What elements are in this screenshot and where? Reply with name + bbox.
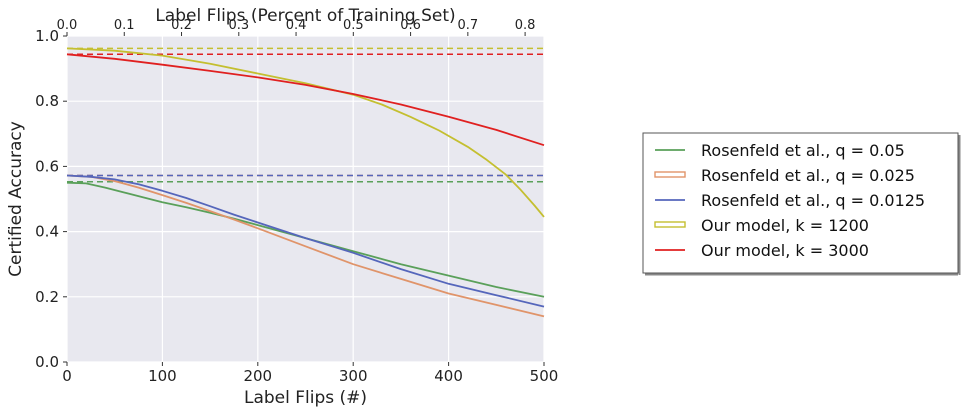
x-tick-label: 0	[62, 367, 72, 385]
y-tick-label: 0.4	[35, 223, 59, 241]
x2-tick-label: 0.7	[457, 18, 478, 33]
x-tick-label: 500	[530, 367, 559, 385]
grid-lines	[66, 35, 545, 363]
x2-tick-label: 0.5	[343, 18, 364, 33]
y-tick-label: 0.6	[35, 157, 59, 175]
legend: Rosenfeld et al., q = 0.05 Rosenfeld et a…	[642, 132, 961, 276]
x2-tick-label: 0.4	[286, 18, 307, 33]
y-tick-label: 0.2	[35, 288, 59, 306]
x2-tick-label: 0.3	[228, 18, 249, 33]
x-tick-label: 300	[339, 367, 368, 385]
x2-tick-label: 0.8	[515, 18, 536, 33]
legend-label-3: Our model, k = 1200	[701, 216, 869, 235]
x2-tick-label: 0.2	[171, 18, 192, 33]
legend-swatch-3	[654, 221, 686, 228]
series-line-2	[66, 174, 545, 308]
x2-tick-label: 0.1	[114, 18, 135, 33]
series-line-4	[66, 53, 545, 147]
legend-label-2: Rosenfeld et al., q = 0.0125	[701, 191, 925, 210]
legend-label-1: Rosenfeld et al., q = 0.025	[701, 166, 915, 185]
x2-tick-label: 0.6	[400, 18, 421, 33]
x-tick-label: 200	[243, 367, 272, 385]
legend-swatch-1	[654, 171, 686, 178]
legend-label-0: Rosenfeld et al., q = 0.05	[701, 141, 905, 160]
legend-box	[642, 132, 959, 274]
series-line-3	[66, 47, 545, 218]
x-tick-label: 100	[148, 367, 177, 385]
y-tick-label: 0.0	[35, 353, 59, 371]
y-tick-label: 0.8	[35, 92, 59, 110]
legend-label-4: Our model, k = 3000	[701, 241, 869, 260]
y-tick-label: 1.0	[35, 27, 59, 45]
x-tick-label: 400	[434, 367, 463, 385]
top-axis-title: Label Flips (Percent of Training Set)	[155, 6, 455, 26]
series-lines	[66, 47, 545, 318]
axis-ticks: 0 100 200 300 400 500 0.0 0.1 0.2 0.3 0.4 0.5 0.6 0.7…	[35, 18, 558, 385]
x2-tick-label: 0.0	[57, 18, 78, 33]
series-line-1	[66, 174, 545, 318]
bottom-axis-title: Label Flips (#)	[244, 388, 367, 408]
y-axis-title: Certified Accuracy	[6, 121, 26, 277]
